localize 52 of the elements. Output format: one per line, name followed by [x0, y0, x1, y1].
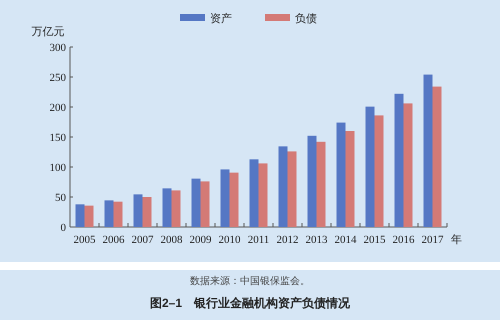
y-tick-label: 250 [50, 72, 66, 84]
bar [84, 206, 94, 227]
bar [316, 142, 326, 227]
bar [432, 86, 442, 227]
y-tick-label: 50 [55, 192, 66, 204]
bar [192, 178, 200, 227]
bar [162, 188, 172, 227]
bar [104, 200, 114, 227]
x-tick-label: 2017 [422, 234, 444, 246]
bar [336, 122, 346, 227]
x-tick-label: 2016 [392, 234, 415, 246]
y-axis-title: 万亿元 [32, 26, 64, 38]
x-tick-label: 2014 [334, 234, 357, 246]
bar [134, 194, 142, 227]
x-tick-label: 2009 [190, 234, 212, 246]
bar [258, 163, 268, 227]
bar [114, 202, 122, 227]
bar [220, 169, 230, 227]
bar [346, 131, 354, 227]
x-tick-label: 2007 [132, 234, 154, 246]
bar [200, 181, 210, 227]
bar [250, 159, 258, 227]
x-tick-label: 2012 [276, 234, 298, 246]
legend-label: 负债 [295, 13, 317, 25]
x-tick-label: 2013 [306, 234, 328, 246]
bar [278, 146, 288, 227]
bar [394, 94, 404, 227]
bar [366, 106, 374, 227]
bar [424, 74, 432, 227]
x-tick-label: 2011 [248, 234, 270, 246]
legend-label: 资产 [210, 12, 232, 25]
bar [76, 204, 84, 227]
bar [308, 136, 316, 227]
x-tick-label: 2008 [160, 234, 183, 246]
source-note: 数据来源：中国银保监会。 [190, 275, 310, 287]
x-tick-label: 2006 [102, 234, 125, 246]
y-tick-label: 150 [50, 132, 66, 144]
x-tick-label: 2015 [364, 234, 386, 246]
x-tick-label: 2005 [74, 234, 96, 246]
text: 图2–1 银行业金融机构资产负债情况 [150, 296, 352, 310]
y-tick-label: 100 [50, 162, 66, 174]
bar [374, 115, 384, 227]
x-axis-title: 年 [451, 234, 462, 246]
y-tick-label: 300 [50, 42, 66, 54]
bar [142, 197, 152, 227]
y-tick-label: 0 [60, 222, 66, 234]
bar [172, 190, 180, 227]
x-tick-label: 2010 [218, 234, 241, 246]
bar [288, 151, 296, 227]
bar [404, 103, 412, 227]
bar [230, 172, 238, 227]
y-tick-label: 200 [50, 102, 66, 114]
